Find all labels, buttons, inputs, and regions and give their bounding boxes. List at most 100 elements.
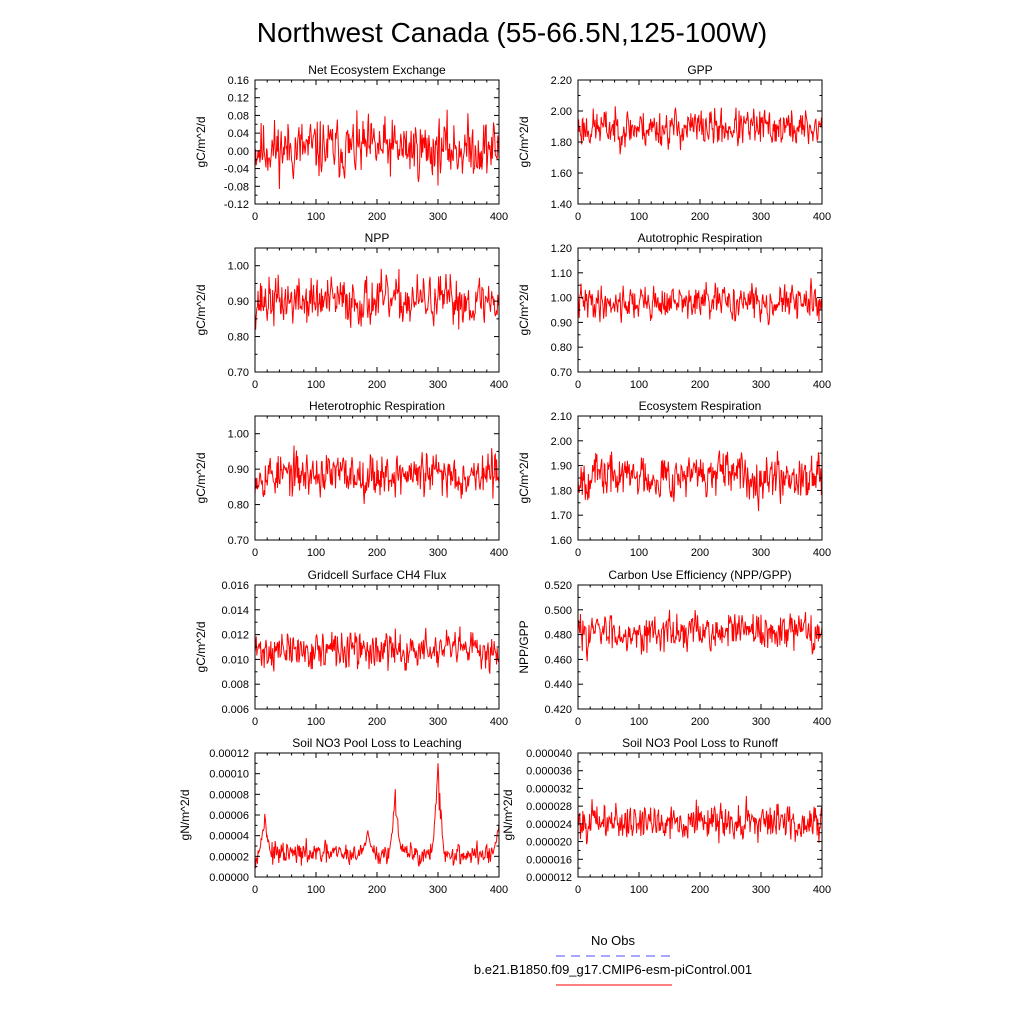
x-tick-label: 300	[752, 716, 770, 728]
panel-1: Net Ecosystem Exchange 0 100 200 300 400 -0.12…	[194, 63, 508, 223]
x-tick-label: 400	[490, 716, 508, 728]
x-tick-label: 300	[429, 211, 447, 223]
series-line	[254, 109, 500, 189]
y-tick-label: 2.00	[551, 106, 572, 118]
x-tick-label: 100	[307, 716, 325, 728]
y-tick-label: 0.000016	[526, 854, 572, 866]
y-tick-label: 0.000040	[526, 748, 572, 760]
x-tick-label: 100	[307, 211, 325, 223]
panel-title: Gridcell Surface CH4 Flux	[308, 568, 447, 582]
y-tick-label: 0.500	[544, 605, 572, 617]
y-tick-label: 0.000028	[526, 801, 572, 813]
y-tick-label: 2.00	[551, 436, 572, 448]
y-tick-label: 0.90	[228, 464, 249, 476]
y-tick-label: 0.12	[228, 93, 249, 105]
x-tick-label: 300	[429, 379, 447, 391]
y-axis-label: gC/m^2/d	[194, 622, 208, 673]
x-tick-label: 0	[252, 716, 258, 728]
y-tick-label: 0.014	[221, 605, 249, 617]
y-tick-label: 0.16	[228, 75, 249, 87]
y-tick-label: 0.80	[228, 332, 249, 344]
y-tick-label: 1.60	[551, 168, 572, 180]
x-tick-label: 400	[813, 211, 831, 223]
y-axis-label: gC/m^2/d	[194, 117, 208, 168]
series-line	[577, 278, 823, 326]
y-tick-label: 1.00	[228, 261, 249, 273]
x-tick-label: 0	[575, 379, 581, 391]
y-tick-label: 0.008	[221, 679, 249, 691]
y-tick-label: 0.000036	[526, 766, 572, 778]
x-tick-label: 100	[630, 884, 648, 896]
x-tick-label: 400	[490, 211, 508, 223]
plot-frame	[254, 79, 500, 205]
x-tick-label: 0	[252, 884, 258, 896]
series-line	[254, 626, 500, 674]
y-tick-label: 0.90	[228, 296, 249, 308]
y-tick-label: 0.010	[221, 654, 249, 666]
x-tick-label: 100	[307, 884, 325, 896]
y-tick-label: 0.00010	[209, 769, 249, 781]
x-tick-label: 100	[307, 547, 325, 559]
y-tick-label: 0.006	[221, 704, 249, 716]
x-tick-label: 200	[691, 716, 709, 728]
y-axis-label: gC/m^2/d	[517, 117, 531, 168]
x-tick-label: 200	[368, 547, 386, 559]
x-tick-label: 0	[575, 547, 581, 559]
y-tick-label: 0.016	[221, 580, 249, 592]
y-tick-label: 0.000020	[526, 837, 572, 849]
series-line	[254, 763, 500, 869]
y-axis-label: gN/m^2/d	[178, 790, 192, 841]
y-tick-label: -0.04	[224, 164, 249, 176]
y-tick-label: -0.12	[224, 199, 249, 211]
series-line	[577, 106, 823, 155]
x-tick-label: 400	[490, 884, 508, 896]
x-tick-label: 0	[575, 716, 581, 728]
y-tick-label: 0.00012	[209, 748, 249, 760]
x-tick-label: 400	[490, 379, 508, 391]
panel-title: Heterotrophic Respiration	[309, 399, 445, 413]
y-tick-label: 0.480	[544, 630, 572, 642]
y-tick-label: 0.00002	[209, 851, 249, 863]
series-line	[577, 796, 823, 845]
x-tick-label: 0	[575, 884, 581, 896]
y-axis-label: NPP/GPP	[517, 620, 531, 673]
y-tick-label: 0.70	[228, 367, 249, 379]
y-tick-label: 1.60	[551, 535, 572, 547]
y-tick-label: 0.00	[228, 146, 249, 158]
y-tick-label: 0.80	[551, 342, 572, 354]
x-tick-label: 100	[630, 716, 648, 728]
x-tick-label: 0	[252, 547, 258, 559]
y-tick-label: 0.460	[544, 654, 572, 666]
y-tick-label: 1.70	[551, 510, 572, 522]
x-tick-label: 200	[691, 884, 709, 896]
x-tick-label: 200	[368, 379, 386, 391]
x-tick-label: 200	[368, 884, 386, 896]
panel-title: Ecosystem Respiration	[639, 399, 762, 413]
y-tick-label: 0.440	[544, 679, 572, 691]
x-tick-label: 0	[575, 211, 581, 223]
y-tick-label: 0.00004	[209, 831, 249, 843]
legend-obs-label: No Obs	[591, 933, 636, 948]
x-tick-label: 0	[252, 211, 258, 223]
y-tick-label: 0.000032	[526, 783, 572, 795]
y-axis-label: gC/m^2/d	[194, 285, 208, 336]
x-tick-label: 200	[368, 716, 386, 728]
y-tick-label: 0.012	[221, 630, 249, 642]
plot-frame	[577, 584, 823, 710]
y-tick-label: 0.000024	[526, 819, 572, 831]
y-tick-label: 2.20	[551, 75, 572, 87]
y-tick-label: 1.80	[551, 485, 572, 497]
y-tick-label: 1.10	[551, 268, 572, 280]
y-axis-label: gN/m^2/d	[501, 790, 515, 841]
y-tick-label: 0.90	[551, 317, 572, 329]
panel-title: GPP	[687, 63, 712, 77]
series-line	[577, 450, 823, 512]
panel-title: Carbon Use Efficiency (NPP/GPP)	[608, 568, 791, 582]
plot-frame	[577, 79, 823, 205]
panel-7: Gridcell Surface CH4 Flux 0 100 200 300 400 0.…	[194, 568, 508, 728]
y-tick-label: 2.10	[551, 411, 572, 423]
x-tick-label: 400	[813, 716, 831, 728]
panel-title: Autotrophic Respiration	[638, 231, 763, 245]
panel-3: NPP 0 100 200 300 400 0.70 0.80 0.90 1.00 gC/m^2/d	[194, 231, 508, 391]
